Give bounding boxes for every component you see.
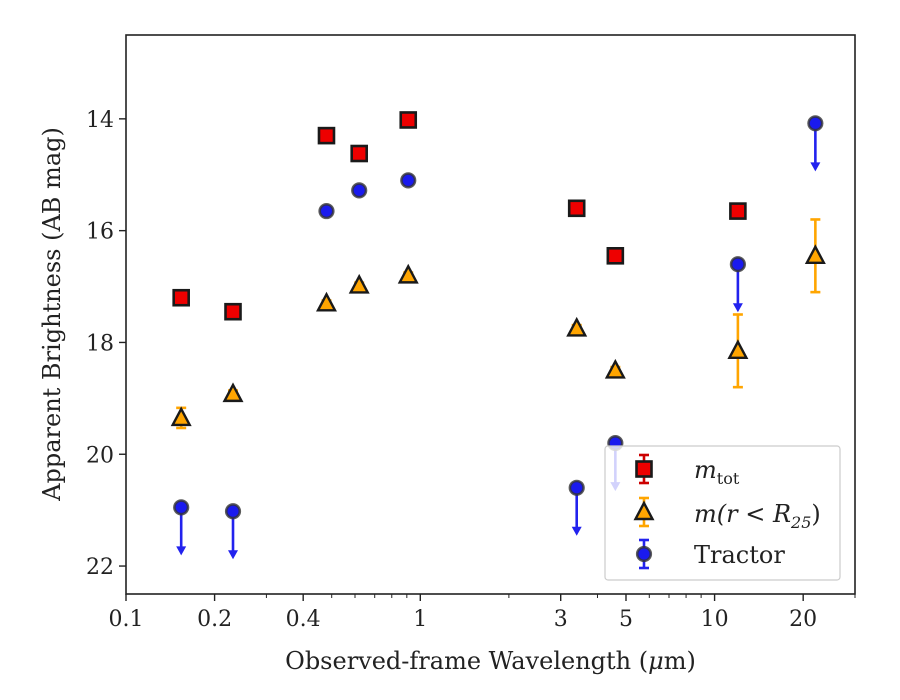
y-tick-label: 18 [86, 331, 114, 356]
x-tick-label: 0.4 [286, 607, 321, 632]
data-point-mtot [606, 247, 625, 265]
data-point-tractor [173, 499, 190, 516]
data-point-mtot [224, 302, 242, 321]
legend-box [604, 445, 841, 581]
legend-marker-mtot [635, 460, 653, 478]
x-tick-label: 0.2 [197, 607, 232, 632]
data-point-mr25 [222, 382, 244, 403]
x-tick-label: 5 [619, 607, 633, 632]
data-point-mtot [567, 199, 586, 218]
x-axis-label: Observed-frame Wavelength (μm) [285, 647, 696, 675]
data-point-tractor [400, 172, 417, 189]
y-tick-label: 22 [86, 555, 114, 580]
legend: mtot m(r < R25) Tractor [604, 445, 841, 581]
data-point-mr25 [604, 358, 626, 379]
data-point-mr25 [727, 339, 749, 360]
upper-limit-arrowhead [176, 546, 187, 556]
data-point-tractor [224, 503, 242, 520]
data-point-mr25 [566, 316, 588, 337]
data-point-mtot [350, 144, 368, 163]
legend-entry-tractor: Tractor [694, 541, 785, 569]
legend-entry-mr25: m(r < R25) [694, 500, 821, 532]
y-tick-label: 16 [86, 220, 114, 245]
plot-layer [170, 111, 826, 560]
data-point-mtot [317, 126, 336, 145]
x-tick-label: 0.1 [109, 607, 144, 632]
data-point-mr25 [804, 244, 826, 265]
x-tick-label: 3 [554, 607, 568, 632]
data-point-tractor [568, 479, 585, 496]
series-mr25 [170, 218, 826, 430]
legend-marker-mr25 [633, 500, 655, 521]
series-tractor [173, 115, 824, 560]
data-point-tractor [729, 256, 746, 273]
series-mtot [172, 111, 747, 321]
data-point-tractor [807, 115, 824, 132]
data-point-tractor [318, 202, 335, 220]
upper-limit-arrowhead [228, 550, 239, 560]
data-point-mr25 [170, 406, 192, 427]
legend-entry-mtot: mtot [694, 456, 740, 488]
plot-frame [125, 34, 856, 595]
x-tick-label: 20 [789, 607, 817, 632]
legend-marker-tractor [635, 545, 653, 563]
data-point-mr25 [348, 273, 370, 294]
data-point-tractor [351, 182, 368, 199]
data-point-mtot [172, 288, 190, 307]
data-point-mtot [399, 111, 418, 129]
data-point-mr25 [397, 263, 419, 284]
axis-ticks: 0.1 0.2 0.4 1 3 5 10 20 14 16 18 20 22 [86, 108, 856, 632]
upper-limit-arrowhead [732, 303, 743, 313]
x-tick-label: 1 [413, 607, 427, 632]
x-tick-label: 10 [701, 607, 729, 632]
data-point-mr25 [315, 291, 337, 312]
upper-limit-arrowhead [571, 526, 582, 536]
legend-markers [633, 453, 655, 570]
y-tick-label: 14 [86, 108, 114, 133]
y-axis-label: Apparent Brightness (AB mag) [38, 127, 66, 502]
data-point-mtot [729, 202, 747, 220]
y-tick-label: 20 [86, 443, 114, 468]
upper-limit-arrowhead [810, 162, 821, 172]
